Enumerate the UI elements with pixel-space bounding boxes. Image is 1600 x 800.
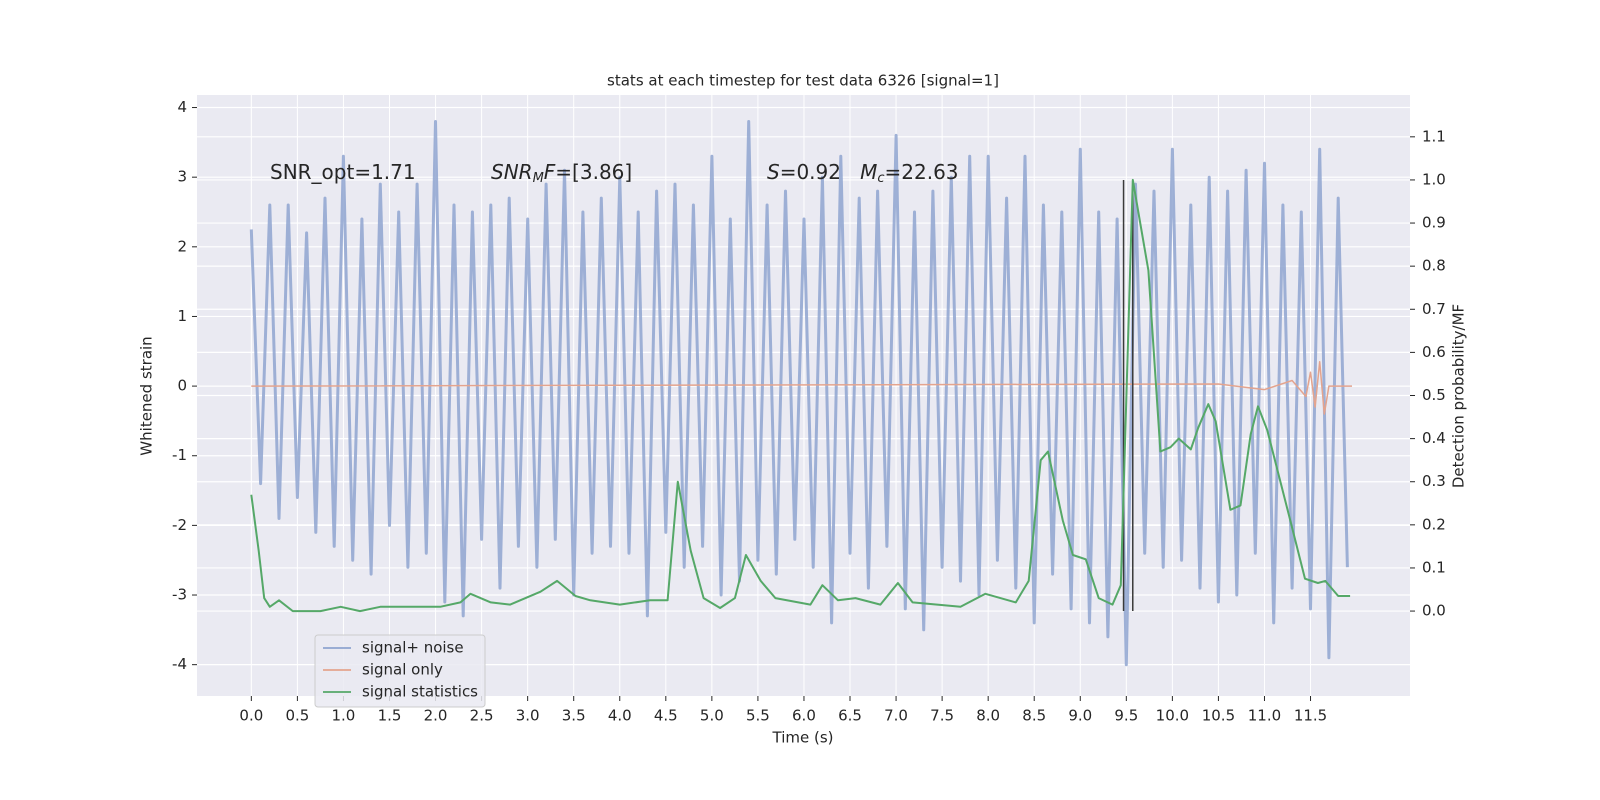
series-line bbox=[251, 360, 1352, 415]
x-tick-label: 9.0 bbox=[1068, 707, 1092, 725]
annotation-part: M bbox=[860, 160, 877, 184]
x-tick-label: 6.0 bbox=[792, 707, 816, 725]
annotation-part: =[3.86] bbox=[555, 160, 632, 184]
y2-tick-label: 0.7 bbox=[1422, 300, 1446, 318]
y-tick-label: 3 bbox=[177, 168, 187, 186]
y-axis-label: Whitened strain bbox=[138, 336, 156, 455]
y2-tick-label: 0.1 bbox=[1422, 558, 1446, 576]
x-tick-label: 4.5 bbox=[654, 707, 678, 725]
annotation-part: M bbox=[533, 171, 544, 186]
y-tick-label: -3 bbox=[172, 586, 187, 604]
x-tick-label: 7.5 bbox=[930, 707, 954, 725]
y2-tick-label: 0.0 bbox=[1422, 602, 1446, 620]
x-tick-label: 6.5 bbox=[838, 707, 862, 725]
annotation-part: S bbox=[767, 160, 780, 184]
legend: signal+ noise signal only signal statistic… bbox=[314, 634, 486, 708]
chart-title: stats at each timestep for test data 632… bbox=[607, 72, 999, 90]
x-tick-label: 0.0 bbox=[239, 707, 263, 725]
x-tick-label: 10.0 bbox=[1156, 707, 1189, 725]
series-line bbox=[250, 178, 1351, 613]
x-tick-label: 2.5 bbox=[470, 707, 494, 725]
x-tick-label: 3.0 bbox=[516, 707, 540, 725]
y2-tick-label: 0.3 bbox=[1422, 472, 1446, 490]
annotation: SNR_opt=1.71 bbox=[270, 160, 416, 184]
legend-label: signal statistics bbox=[362, 683, 478, 701]
y2-tick-label: 1.0 bbox=[1422, 170, 1446, 188]
y2-tick-label: 0.8 bbox=[1422, 257, 1446, 275]
x-tick-label: 0.5 bbox=[285, 707, 309, 725]
annotation: S=0.92 Mc=22.63 bbox=[767, 160, 959, 186]
legend-label: signal+ noise bbox=[362, 639, 464, 657]
x-tick-label: 3.5 bbox=[562, 707, 586, 725]
y2-tick-label: 0.4 bbox=[1422, 429, 1446, 447]
y-tick-label: -4 bbox=[172, 655, 187, 673]
annotation: SNRMF=[3.86] bbox=[491, 160, 632, 186]
y-tick-label: -1 bbox=[172, 446, 187, 464]
x-tick-label: 1.0 bbox=[332, 707, 356, 725]
legend-box bbox=[314, 634, 486, 708]
x-tick-label: 5.5 bbox=[746, 707, 770, 725]
x-tick-label: 4.0 bbox=[608, 707, 632, 725]
y2-axis-label: Detection probability/MF bbox=[1450, 304, 1468, 488]
x-tick-label: 2.0 bbox=[424, 707, 448, 725]
annotation-part: =0.92 bbox=[780, 160, 860, 184]
y2-tick-label: 0.5 bbox=[1422, 386, 1446, 404]
y-tick-label: 1 bbox=[177, 307, 187, 325]
annotation-part: c bbox=[877, 171, 884, 186]
legend-label: signal only bbox=[362, 661, 443, 679]
x-axis-label: Time (s) bbox=[772, 729, 834, 747]
x-tick-label: 11.0 bbox=[1248, 707, 1281, 725]
y-tick-label: 2 bbox=[177, 237, 187, 255]
x-tick-label: 8.5 bbox=[1022, 707, 1046, 725]
annotation-part: F bbox=[544, 160, 556, 184]
annotation-part: SNR bbox=[491, 160, 533, 184]
y-tick-label: 4 bbox=[177, 98, 187, 116]
x-tick-label: 8.0 bbox=[976, 707, 1000, 725]
y2-tick-label: 1.1 bbox=[1422, 127, 1446, 145]
annotation-part: =22.63 bbox=[885, 160, 959, 184]
x-tick-label: 7.0 bbox=[884, 707, 908, 725]
y2-tick-label: 0.9 bbox=[1422, 214, 1446, 232]
y2-tick-label: 0.6 bbox=[1422, 343, 1446, 361]
y2-tick-label: 0.2 bbox=[1422, 515, 1446, 533]
annotation-part: SNR_opt=1.71 bbox=[270, 160, 416, 184]
y-tick-label: 0 bbox=[177, 377, 187, 395]
x-tick-label: 10.5 bbox=[1202, 707, 1235, 725]
x-tick-label: 11.5 bbox=[1294, 707, 1327, 725]
x-tick-label: 1.5 bbox=[378, 707, 402, 725]
series-line bbox=[249, 120, 1349, 667]
y-tick-label: -2 bbox=[172, 516, 187, 534]
x-tick-label: 5.0 bbox=[700, 707, 724, 725]
x-tick-label: 9.5 bbox=[1114, 707, 1138, 725]
